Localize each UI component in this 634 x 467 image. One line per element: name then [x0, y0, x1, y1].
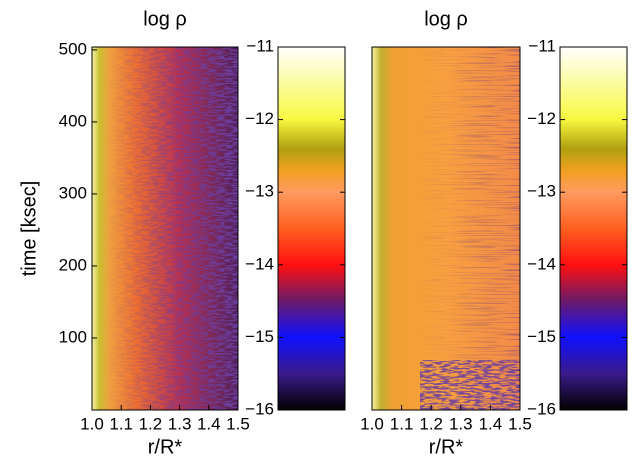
x-tick-label: 1.3: [449, 414, 473, 433]
x-tick-label: 1.3: [168, 414, 192, 433]
y-tick-label: 500: [59, 39, 87, 58]
colorbar-tick-label: −16: [245, 399, 274, 418]
y-tick-label: 300: [59, 183, 87, 202]
x-tick-label: 1.2: [139, 414, 163, 433]
plot-frame: [371, 46, 521, 411]
x-tick-label: 1.0: [80, 414, 104, 433]
x-tick-label: 1.1: [390, 414, 414, 433]
colorbar-tick-label: −11: [528, 36, 556, 55]
x-axis-label: r/R*: [429, 436, 464, 458]
y-tick-label: 200: [59, 255, 87, 274]
x-tick-label: 1.5: [226, 414, 250, 433]
colorbar-tick-label: −13: [527, 182, 556, 201]
colorbar: [277, 46, 346, 411]
colorbar-tick-label: −14: [245, 254, 274, 273]
colorbar-tick-label: −12: [245, 109, 274, 128]
x-axis-label: r/R*: [148, 436, 183, 458]
colorbar-tick-label: −15: [527, 327, 556, 346]
y-tick-label: 400: [59, 111, 87, 130]
y-tick-label: 100: [59, 327, 87, 346]
x-tick-label: 1.0: [360, 414, 384, 433]
colorbar-tick-label: −16: [527, 399, 556, 418]
colorbar-tick-label: −12: [527, 109, 556, 128]
heatmap-image: [92, 47, 520, 410]
colorbar-tick-label: −14: [527, 254, 556, 273]
x-tick-label: 1.1: [109, 414, 133, 433]
y-axis-label: time [ksec]: [18, 181, 40, 277]
x-tick-label: 1.4: [197, 414, 221, 433]
colorbar: [559, 46, 628, 411]
colorbar-tick-label: −11: [246, 36, 274, 55]
plot-frame: [91, 46, 239, 411]
chart-title: log ρ: [424, 8, 468, 30]
chart-title: log ρ: [143, 8, 187, 30]
colorbar-tick-label: −13: [245, 182, 274, 201]
x-tick-label: 1.5: [508, 414, 532, 433]
colorbar-tick-label: −15: [245, 327, 274, 346]
x-tick-label: 1.4: [479, 414, 503, 433]
x-tick-label: 1.2: [419, 414, 443, 433]
